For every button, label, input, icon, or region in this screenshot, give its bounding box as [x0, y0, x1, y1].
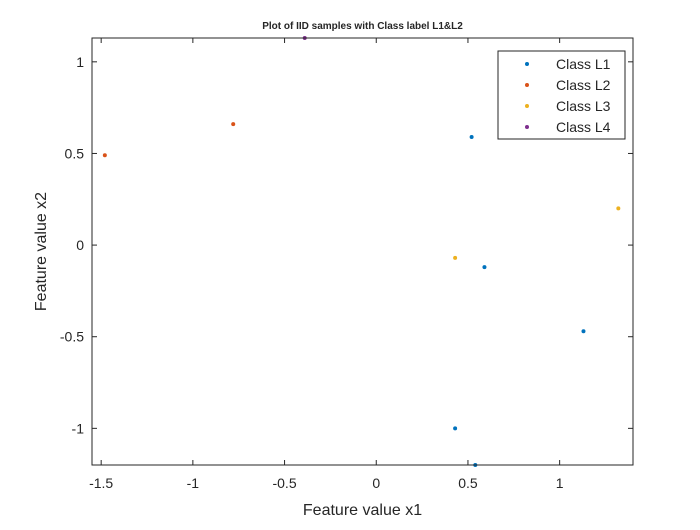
x-tick-label: 0.5: [458, 475, 478, 491]
legend-marker: [525, 104, 529, 108]
x-tick-label: 0: [372, 475, 380, 491]
data-point-class-l3: [453, 255, 458, 260]
y-tick-label: 0.5: [65, 145, 85, 161]
chart-title: Plot of IID samples with Class label L1&…: [262, 21, 463, 32]
data-point-class-l1: [469, 134, 474, 139]
x-tick-label: -1.5: [89, 475, 113, 491]
data-point-class-l3: [616, 206, 621, 211]
x-axis-label: Feature value x1: [303, 502, 422, 519]
x-tick-label: -1: [187, 475, 200, 491]
data-point-class-l2: [231, 122, 236, 127]
y-axis-label: Feature value x2: [33, 192, 50, 311]
legend-marker: [525, 125, 529, 129]
y-tick-label: 0: [76, 237, 84, 253]
y-tick-label: -1: [72, 420, 85, 436]
x-tick-label: 1: [556, 475, 564, 491]
y-tick-label: 1: [76, 54, 84, 70]
legend-entry-label: Class L3: [556, 98, 611, 114]
data-point-class-l2: [102, 153, 107, 158]
data-point-class-l1: [482, 265, 487, 270]
legend: Class L1 Class L2 Class L3 Class L4: [497, 50, 626, 140]
legend-marker: [525, 62, 529, 66]
legend-entry-label: Class L2: [556, 77, 611, 93]
axes-box: [91, 37, 634, 466]
x-tick-label: -0.5: [272, 475, 296, 491]
legend-marker: [525, 83, 529, 87]
ticks-layer: -1.5 -1 -0.5 0 0.5 1 1 0.5 0 -0.5 -1: [60, 38, 633, 491]
legend-entry-label: Class L4: [556, 119, 611, 135]
legend-box: [497, 50, 626, 140]
y-tick-label: -0.5: [60, 329, 84, 345]
data-point-class-l1: [453, 426, 458, 431]
data-point-class-l1: [581, 329, 586, 334]
legend-entry-label: Class L1: [556, 56, 611, 72]
axes-layer: [91, 37, 634, 466]
